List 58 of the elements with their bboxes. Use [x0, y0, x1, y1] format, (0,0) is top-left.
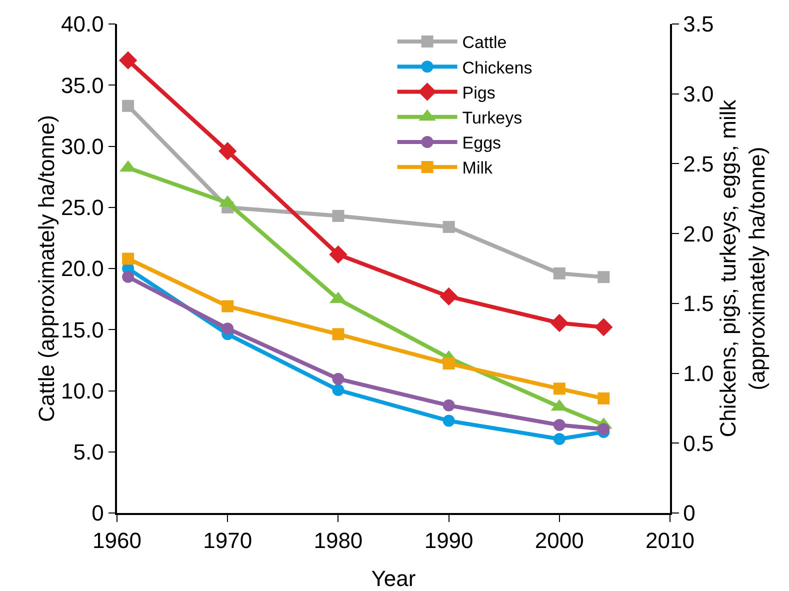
y-tick-label: 30.0: [61, 134, 104, 159]
y-tick-label: 20.0: [61, 256, 104, 282]
point: [598, 271, 610, 284]
y2-tick-label: 1.5: [683, 291, 714, 316]
legend-label: Pigs: [462, 83, 496, 102]
point: [222, 300, 234, 312]
point: [598, 392, 610, 404]
point: [553, 432, 566, 445]
legend-label: Turkeys: [462, 108, 522, 128]
point: [442, 414, 455, 427]
point: [442, 220, 455, 233]
point: [122, 270, 134, 283]
x-tick-label: 1980: [314, 528, 363, 554]
y-tick-label: 25.0: [61, 195, 104, 220]
point: [332, 210, 344, 222]
point: [553, 418, 566, 431]
x-tick-label: 1970: [203, 528, 252, 554]
legend-label: Milk: [462, 158, 493, 178]
point: [218, 142, 237, 160]
point: [440, 287, 458, 306]
y-tick-label: 5.0: [73, 440, 104, 465]
x-tick-label: 2000: [534, 528, 584, 554]
x-tick-label: 1960: [92, 528, 142, 554]
point: [332, 372, 344, 385]
point: [594, 318, 613, 336]
point: [553, 267, 566, 280]
y-axis-title: Cattle (approximately ha/tonne): [34, 115, 60, 422]
y-tick-label: 10.0: [61, 378, 104, 404]
y2-tick-label: 2.0: [683, 221, 714, 246]
point: [122, 100, 134, 112]
point: [553, 382, 566, 395]
y-tick-label: 0: [92, 500, 104, 526]
legend-label: Chickens: [462, 58, 532, 78]
y2-tick-label: 3.0: [683, 82, 714, 107]
y-tick-label: 35.0: [61, 72, 104, 98]
point: [598, 423, 610, 436]
point: [118, 51, 138, 70]
y-tick-label: 15.0: [61, 317, 104, 342]
point: [332, 384, 344, 396]
y2-tick-label: 2.5: [683, 151, 714, 176]
legend-label: Eggs: [462, 134, 502, 153]
y-tick-label: 40.0: [61, 12, 104, 37]
x-tick-label: 2010: [646, 528, 694, 554]
point: [332, 328, 344, 340]
legend-label: Cattle: [462, 33, 507, 52]
point: [329, 245, 348, 264]
point: [122, 252, 134, 265]
y2-tick-label: 0.5: [683, 430, 714, 456]
y2-axis-title: Chickens, pigs, turkeys, eggs, milk (approximately ha/tonne): [716, 98, 770, 438]
y2-tick-label: 3.5: [683, 12, 714, 37]
point: [442, 399, 455, 412]
y2-tick-label: 1.0: [683, 360, 714, 386]
x-axis-title: Year: [371, 566, 416, 591]
y2-tick-label: 0: [683, 500, 696, 526]
x-tick-label: 1990: [424, 528, 474, 554]
point: [222, 322, 234, 335]
point: [442, 358, 455, 370]
point: [550, 314, 568, 332]
